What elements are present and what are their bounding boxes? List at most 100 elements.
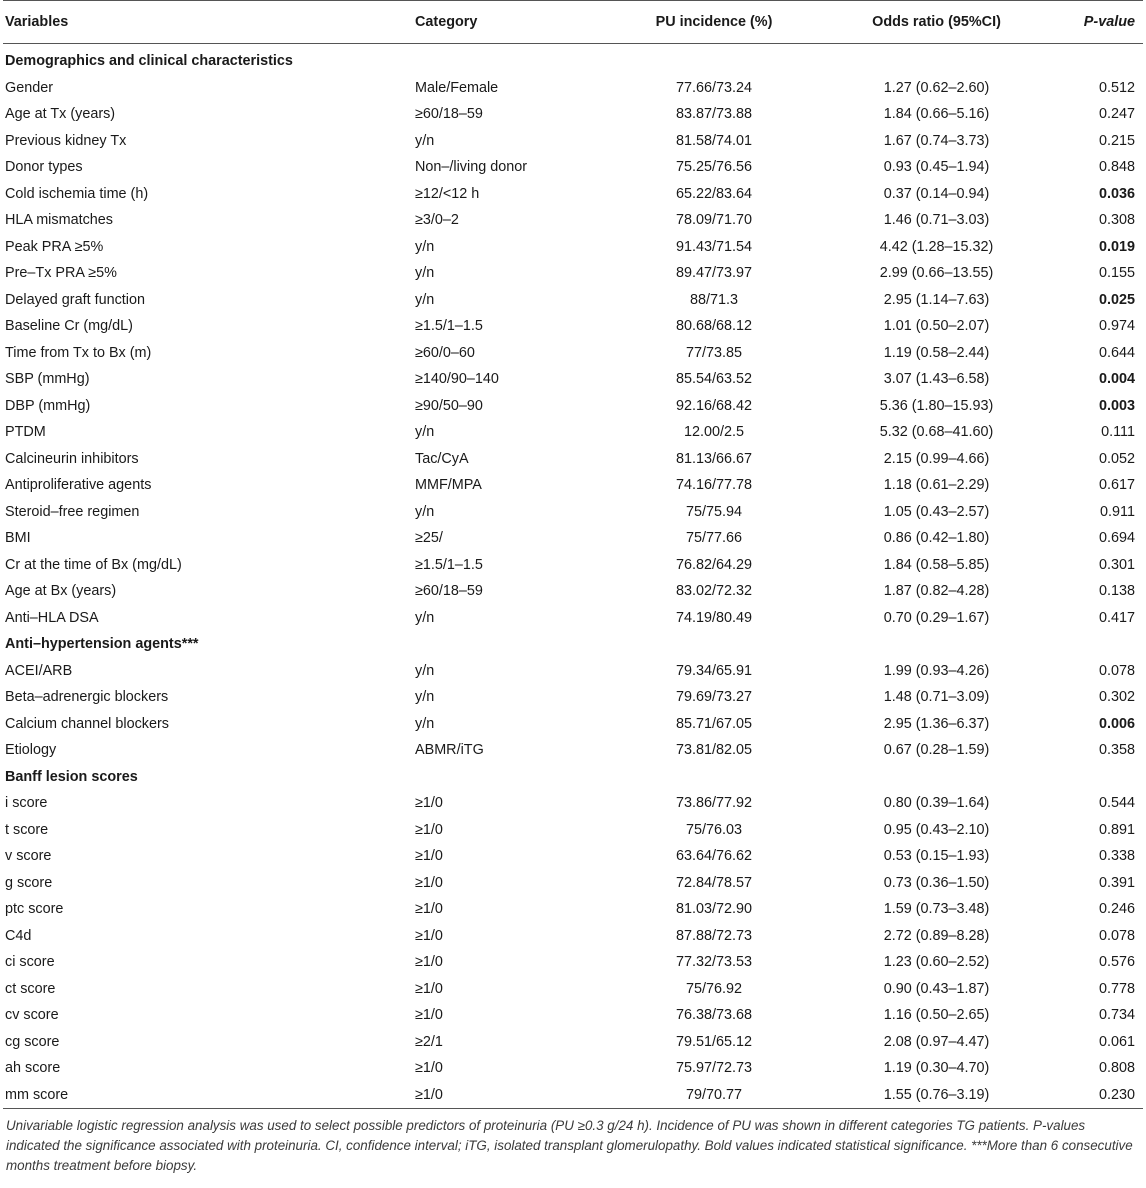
cell-odds-ratio: 2.72 (0.89–8.28) bbox=[883, 927, 990, 944]
header-variables: Variables bbox=[3, 0, 413, 44]
table-row: BMI ≥25/75/77.66 0.86 (0.42–1.80) 0.694 bbox=[3, 525, 1143, 552]
section-header-row: Banff lesion scores bbox=[3, 764, 1143, 791]
cell-category: Non–/living donor bbox=[415, 159, 527, 176]
header-row: Variables Category PU incidence (%) Odds… bbox=[3, 0, 1143, 44]
cell-p-value: 0.247 bbox=[1098, 106, 1135, 123]
cell-odds-ratio: 0.67 (0.28–1.59) bbox=[883, 742, 990, 759]
cell-p-value: 0.417 bbox=[1098, 609, 1135, 626]
cell-p-value: 0.974 bbox=[1098, 318, 1135, 335]
table-row: t score ≥1/0 75/76.03 0.95 (0.43–2.10) 0.891 bbox=[3, 817, 1143, 844]
cell-category: y/n bbox=[415, 291, 435, 308]
table-row: cv score ≥1/0 76.38/73.68 1.16 (0.50–2.65) 0… bbox=[3, 1002, 1143, 1029]
cell-odds-ratio: 0.53 (0.15–1.93) bbox=[883, 848, 990, 865]
cell-incidence: 12.00/2.5 bbox=[683, 424, 744, 441]
cell-p-value: 0.155 bbox=[1098, 265, 1135, 282]
cell-incidence: 89.47/73.97 bbox=[675, 265, 753, 282]
cell-odds-ratio: 2.95 (1.14–7.63) bbox=[883, 291, 990, 308]
cell-odds-ratio: 0.86 (0.42–1.80) bbox=[883, 530, 990, 547]
cell-incidence: 75/76.92 bbox=[685, 980, 743, 997]
cell-category: y/n bbox=[415, 689, 435, 706]
cell-category: ≥1.5/1–1.5 bbox=[415, 556, 483, 573]
header-p-value-label: P-value bbox=[1083, 14, 1135, 30]
cell-p-value: 0.391 bbox=[1098, 874, 1135, 891]
cell-variable: ci score bbox=[5, 954, 55, 971]
cell-p-value: 0.694 bbox=[1098, 530, 1135, 547]
cell-incidence: 85.71/67.05 bbox=[675, 715, 753, 732]
table-row: cg score ≥2/1 79.51/65.12 2.08 (0.97–4.47) 0… bbox=[3, 1029, 1143, 1056]
cell-variable: Age at Tx (years) bbox=[5, 106, 116, 123]
table-row: i score ≥1/0 73.86/77.92 0.80 (0.39–1.64) 0.… bbox=[3, 790, 1143, 817]
cell-odds-ratio: 2.15 (0.99–4.66) bbox=[883, 450, 990, 467]
cell-p-value: 0.302 bbox=[1098, 689, 1135, 706]
table-row: Peak PRA ≥5% y/n 91.43/71.54 4.42 (1.28–15.… bbox=[3, 234, 1143, 261]
cell-variable: Beta–adrenergic blockers bbox=[5, 689, 169, 706]
cell-category: ≥1.5/1–1.5 bbox=[415, 318, 483, 335]
cell-incidence: 92.16/68.42 bbox=[675, 397, 753, 414]
table-row: DBP (mmHg) ≥90/50–90 92.16/68.42 5.36 (1.80… bbox=[3, 393, 1143, 420]
section-title: Banff lesion scores bbox=[5, 768, 138, 785]
cell-incidence: 88/71.3 bbox=[689, 291, 738, 308]
table-header: Variables Category PU incidence (%) Odds… bbox=[3, 0, 1143, 44]
cell-category: y/n bbox=[415, 609, 435, 626]
table-row: Etiology ABMR/iTG 73.81/82.05 0.67 (0.28–1.… bbox=[3, 737, 1143, 764]
results-table: Variables Category PU incidence (%) Odds… bbox=[3, 0, 1143, 1109]
cell-variable: Antiproliferative agents bbox=[5, 477, 152, 494]
cell-incidence: 76.82/64.29 bbox=[675, 556, 753, 573]
cell-incidence: 75.97/72.73 bbox=[675, 1060, 753, 1077]
cell-variable: Delayed graft function bbox=[5, 291, 145, 308]
cell-incidence: 85.54/63.52 bbox=[675, 371, 753, 388]
cell-category: ≥60/18–59 bbox=[415, 583, 483, 600]
cell-incidence: 73.81/82.05 bbox=[675, 742, 753, 759]
cell-p-value: 0.138 bbox=[1098, 583, 1135, 600]
cell-odds-ratio: 1.84 (0.66–5.16) bbox=[883, 106, 990, 123]
table-row: Delayed graft function y/n 88/71.3 2.95 (1.… bbox=[3, 287, 1143, 314]
table-row: ci score ≥1/0 77.32/73.53 1.23 (0.60–2.52) 0… bbox=[3, 949, 1143, 976]
table-row: SBP (mmHg) ≥140/90–140 85.54/63.52 3.07 (1.… bbox=[3, 366, 1143, 393]
cell-incidence: 83.87/73.88 bbox=[675, 106, 753, 123]
cell-incidence: 77/73.85 bbox=[685, 344, 743, 361]
cell-variable: Anti–HLA DSA bbox=[5, 609, 99, 626]
cell-odds-ratio: 1.27 (0.62–2.60) bbox=[883, 79, 990, 96]
cell-incidence: 79.34/65.91 bbox=[675, 662, 753, 679]
cell-category: y/n bbox=[415, 238, 435, 255]
table-row: Anti–HLA DSA y/n 74.19/80.49 0.70 (0.29–1.6… bbox=[3, 605, 1143, 632]
cell-category: ≥12/<12 h bbox=[415, 185, 480, 202]
cell-p-value: 0.778 bbox=[1098, 980, 1135, 997]
cell-category: ≥1/0 bbox=[415, 954, 443, 971]
cell-p-value: 0.061 bbox=[1098, 1033, 1135, 1050]
table-row: ptc score ≥1/0 81.03/72.90 1.59 (0.73–3.48)… bbox=[3, 896, 1143, 923]
cell-variable: Gender bbox=[5, 79, 53, 96]
cell-p-value: 0.544 bbox=[1098, 795, 1135, 812]
cell-category: Tac/CyA bbox=[415, 450, 469, 467]
section-header-row: Demographics and clinical characteristic… bbox=[3, 44, 1143, 75]
table-footnote: Univariable logistic regression analysis… bbox=[6, 1118, 1133, 1173]
cell-variable: ct score bbox=[5, 980, 56, 997]
cell-odds-ratio: 0.73 (0.36–1.50) bbox=[883, 874, 990, 891]
table-body: Demographics and clinical characteristic… bbox=[3, 44, 1143, 1109]
cell-category: MMF/MPA bbox=[415, 477, 482, 494]
cell-variable: ptc score bbox=[5, 901, 64, 918]
cell-odds-ratio: 2.95 (1.36–6.37) bbox=[883, 715, 990, 732]
cell-category: ≥60/0–60 bbox=[415, 344, 475, 361]
cell-category: y/n bbox=[415, 715, 435, 732]
table-row: Baseline Cr (mg/dL) ≥1.5/1–1.5 80.68/68.12… bbox=[3, 313, 1143, 340]
cell-odds-ratio: 0.70 (0.29–1.67) bbox=[883, 609, 990, 626]
cell-incidence: 76.38/73.68 bbox=[675, 1007, 753, 1024]
cell-p-value: 0.215 bbox=[1098, 132, 1135, 149]
cell-p-value: 0.808 bbox=[1098, 1060, 1135, 1077]
table-row: mm score ≥1/0 79/70.77 1.55 (0.76–3.19) 0.23… bbox=[3, 1081, 1143, 1109]
cell-variable: PTDM bbox=[5, 424, 46, 441]
cell-variable: Steroid–free regimen bbox=[5, 503, 140, 520]
cell-variable: Previous kidney Tx bbox=[5, 132, 127, 149]
table-row: ACEI/ARB y/n 79.34/65.91 1.99 (0.93–4.26) 0.… bbox=[3, 658, 1143, 685]
table-row: Cr at the time of Bx (mg/dL) ≥1.5/1–1.5 76… bbox=[3, 552, 1143, 579]
cell-variable: Etiology bbox=[5, 742, 57, 759]
cell-incidence: 78.09/71.70 bbox=[675, 212, 753, 229]
table-row: PTDM y/n 12.00/2.5 5.32 (0.68–41.60) 0.111 bbox=[3, 419, 1143, 446]
cell-variable: v score bbox=[5, 848, 52, 865]
cell-p-value: 0.734 bbox=[1098, 1007, 1135, 1024]
cell-variable: i score bbox=[5, 795, 48, 812]
cell-variable: g score bbox=[5, 874, 53, 891]
cell-variable: mm score bbox=[3, 1081, 413, 1109]
